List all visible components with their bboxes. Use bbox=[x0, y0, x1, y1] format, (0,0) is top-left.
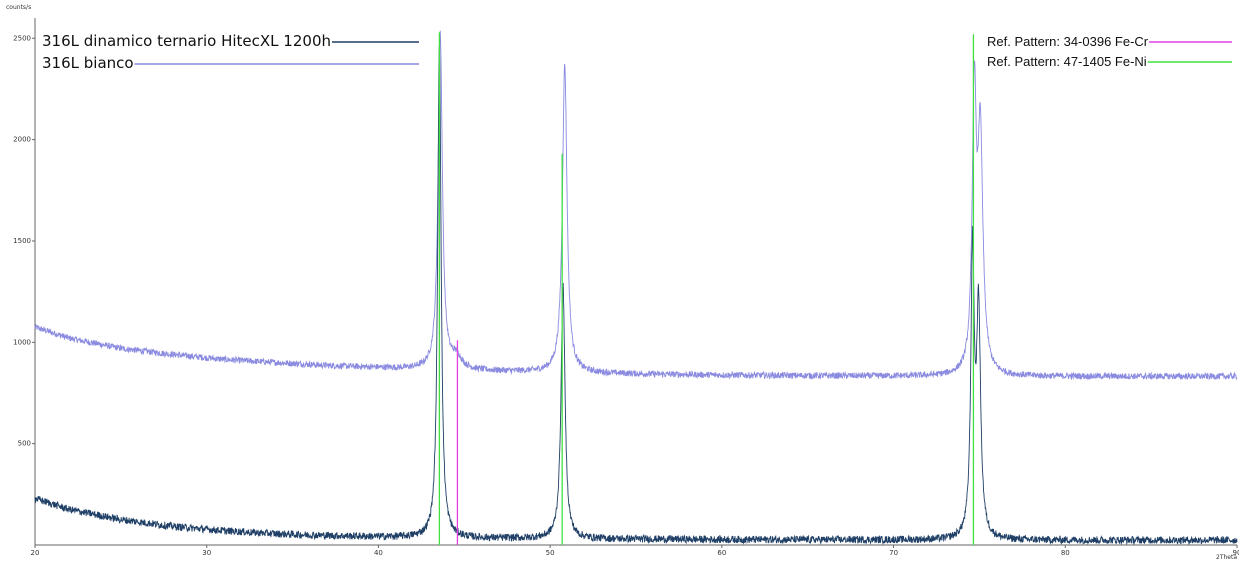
legend-label: 316L bianco bbox=[42, 54, 134, 72]
y-tick-label: 1500 bbox=[13, 237, 31, 245]
x-tick-label: 90 bbox=[1233, 549, 1239, 557]
x-tick-label: 70 bbox=[889, 549, 898, 557]
x-tick-label: 40 bbox=[374, 549, 383, 557]
x-tick-label: 30 bbox=[202, 549, 211, 557]
series-layer bbox=[34, 30, 1238, 546]
y-tick-label: 500 bbox=[18, 440, 31, 448]
y-tick-label: 1000 bbox=[13, 338, 31, 346]
x-tick-label: 50 bbox=[546, 549, 555, 557]
series-line bbox=[34, 44, 1238, 546]
legend-label: 316L dinamico ternario HitecXL 1200h bbox=[42, 32, 331, 50]
axis-ticks: 20 30 40 50 60 70 80 90 500 1000 1500 2000 2500 bbox=[13, 34, 1239, 557]
y-tick-label: 2500 bbox=[13, 34, 31, 42]
series-line bbox=[34, 30, 1238, 381]
legend: 316L dinamico ternario HitecXL 1200h 316L… bbox=[42, 32, 1232, 72]
x-tick-label: 20 bbox=[31, 549, 40, 557]
legend-label: Ref. Pattern: 34-0396 Fe-Cr bbox=[987, 34, 1149, 49]
reference-sticks-layer bbox=[438, 32, 975, 545]
x-tick-label: 60 bbox=[717, 549, 726, 557]
y-axis-label: counts/s bbox=[6, 4, 31, 11]
legend-label: Ref. Pattern: 47-1405 Fe-Ni bbox=[987, 54, 1147, 69]
x-tick-label: 80 bbox=[1061, 549, 1070, 557]
y-tick-label: 2000 bbox=[13, 136, 31, 144]
x-axis-label: 2Theta bbox=[1216, 554, 1237, 561]
